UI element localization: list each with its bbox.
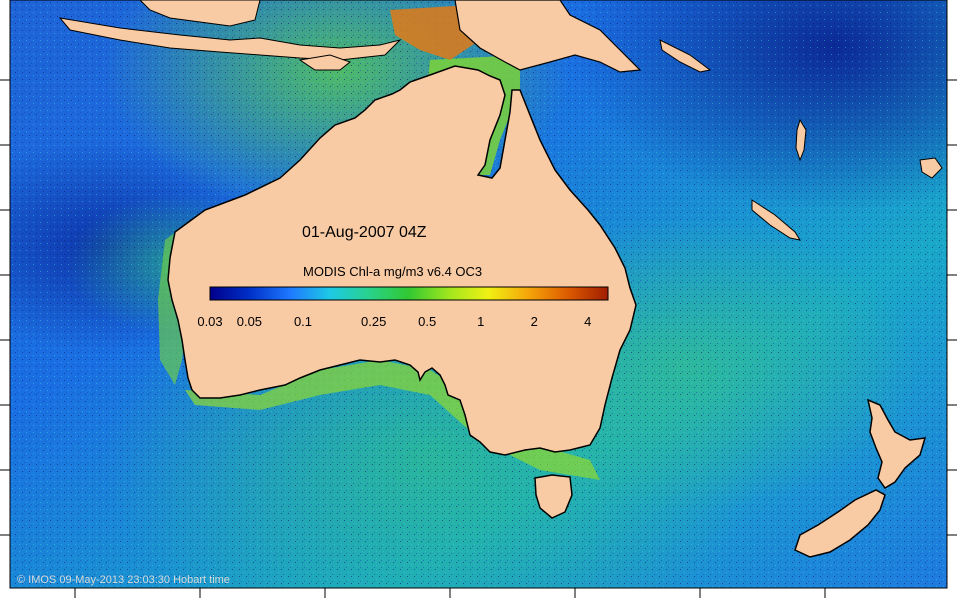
colorbar-tick-label: 0.5 xyxy=(418,314,436,329)
fiji-islands xyxy=(919,157,943,179)
tasmania-landmass xyxy=(534,474,573,519)
colorbar xyxy=(209,286,609,301)
new-guinea-landmass xyxy=(454,0,642,73)
colorbar-title: MODIS Chl-a mg/m3 v6.4 OC3 xyxy=(303,264,482,279)
colorbar-tick-label: 4 xyxy=(584,314,591,329)
solomon-islands xyxy=(659,39,712,73)
map-frame xyxy=(9,0,948,589)
colorbar-tick-label: 1 xyxy=(477,314,484,329)
colorbar-tick-label: 0.25 xyxy=(361,314,386,329)
south-coast-bloom xyxy=(185,360,600,480)
colorbar-tick-label: 0.03 xyxy=(197,314,222,329)
date-label: 01-Aug-2007 04Z xyxy=(302,224,427,241)
timor-island xyxy=(298,54,352,71)
colorbar-tick-label: 0.1 xyxy=(294,314,312,329)
colorbar-ticks: 0.03 0.05 0.1 0.25 0.5 1 2 4 xyxy=(197,314,591,329)
borneo-landmass xyxy=(139,0,261,27)
colorbar-tick-label: 0.05 xyxy=(237,314,262,329)
colorbar-tick-label: 2 xyxy=(531,314,538,329)
indonesia-islands xyxy=(58,17,402,61)
imos-credit: © IMOS 09-May-2013 23:03:30 Hobart time xyxy=(17,574,230,586)
arafura-high-chl xyxy=(390,5,480,60)
nz-north-island xyxy=(866,398,927,490)
frame-ticks xyxy=(0,79,957,598)
nz-south-island xyxy=(794,489,886,558)
new-caledonia xyxy=(751,199,802,241)
vanuatu-islands xyxy=(795,118,807,162)
australia-landmass xyxy=(167,65,637,456)
